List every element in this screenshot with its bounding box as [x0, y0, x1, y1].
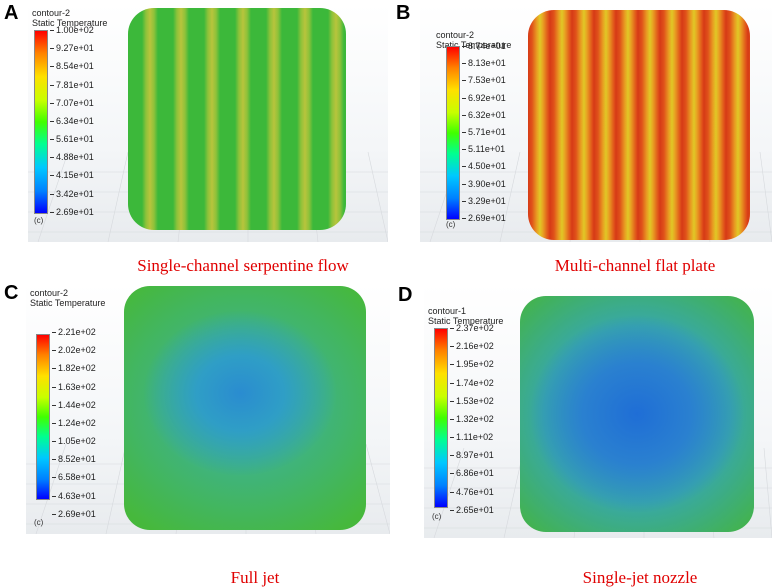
- panel-caption: Single-jet nozzle: [582, 568, 698, 587]
- tick-label: 9.27e+01: [50, 43, 94, 53]
- tick-label: 6.34e+01: [50, 116, 94, 126]
- tick-label: 5.71e+01: [462, 127, 506, 137]
- legend-contour-name: contour-2: [436, 30, 475, 40]
- tick-label: 2.69e+01: [462, 213, 506, 223]
- tick-label: 7.81e+01: [50, 80, 94, 90]
- colorbar: [36, 334, 50, 500]
- tick-label: 1.63e+02: [52, 382, 96, 392]
- legend-variable-name: Static Temperature: [32, 18, 108, 28]
- panel-letter: C: [4, 282, 19, 304]
- panel-caption: Multi-channel flat plate: [554, 256, 716, 275]
- tick-label: 8.52e+01: [52, 454, 96, 464]
- tick-label: 4.63e+01: [52, 491, 96, 501]
- tick-label: 2.16e+02: [450, 341, 494, 351]
- colorbar: [446, 46, 460, 220]
- colorbar: [34, 30, 48, 214]
- panel-c: C contour-2 Static Temperature 2.21e+02 …: [0, 282, 390, 587]
- legend-contour-name: contour-2: [32, 8, 71, 18]
- tick-label: 1.53e+02: [450, 396, 494, 406]
- tick-label: 5.61e+01: [50, 134, 94, 144]
- tick-label: 6.58e+01: [52, 472, 96, 482]
- tick-label: 2.21e+02: [52, 327, 96, 337]
- temperature-plate: [520, 296, 754, 532]
- tick-label: 4.76e+01: [450, 487, 494, 497]
- panel-letter: A: [4, 2, 19, 24]
- tick-label: 1.82e+02: [52, 363, 96, 373]
- temperature-plate: [528, 10, 750, 240]
- tick-label: 1.24e+02: [52, 418, 96, 428]
- colorbar: [434, 328, 448, 508]
- tick-label: 4.88e+01: [50, 152, 94, 162]
- tick-label: 1.05e+02: [52, 436, 96, 446]
- legend-variable-name: Static Temperature: [436, 40, 512, 50]
- color-legend: contour-2 Static Temperature: [436, 30, 511, 50]
- tick-label: 6.32e+01: [462, 110, 506, 120]
- tick-label: 1.44e+02: [52, 400, 96, 410]
- tick-label: 2.69e+01: [50, 207, 94, 217]
- tick-label: 1.74e+02: [450, 378, 494, 388]
- panel-b: B contour-2 Static Temperature 8.74e+01 …: [390, 0, 775, 290]
- tick-label: 2.65e+01: [450, 505, 494, 515]
- legend-variable-name: Static Temperature: [428, 316, 504, 326]
- temperature-plate: [124, 286, 366, 530]
- color-legend: contour-2 Static Temperature: [32, 8, 107, 28]
- tick-label: 1.11e+02: [449, 432, 494, 442]
- tick-label: 8.97e+01: [450, 450, 494, 460]
- tick-label: 8.74e+01: [462, 41, 506, 51]
- legend-contour-name: contour-1: [428, 306, 467, 316]
- tick-label: 6.92e+01: [462, 93, 506, 103]
- panel-a: A contour-2 Static Temperature 1.00e+02 …: [0, 0, 390, 290]
- legend-variable-name: Static Temperature: [30, 298, 106, 308]
- legend-contour-name: contour-2: [30, 288, 69, 298]
- color-legend: contour-2 Static Temperature: [30, 288, 105, 308]
- tick-label: 1.95e+02: [450, 359, 494, 369]
- tick-label: 2.37e+02: [450, 323, 494, 333]
- tick-label: 1.00e+02: [50, 25, 94, 35]
- tick-label: 2.02e+02: [52, 345, 96, 355]
- tick-label: 4.50e+01: [462, 161, 506, 171]
- tick-label: 2.69e+01: [52, 509, 96, 519]
- tick-label: 5.11e+01: [461, 144, 506, 154]
- tick-label: 7.53e+01: [462, 75, 506, 85]
- tick-label: 3.90e+01: [462, 179, 506, 189]
- tick-label: 8.54e+01: [50, 61, 94, 71]
- tick-label: 3.42e+01: [50, 189, 94, 199]
- panel-caption: Full jet: [230, 568, 280, 587]
- temperature-plate: [128, 8, 346, 230]
- panel-d: D contour-1 Static Temperature 2.37e+02 …: [390, 282, 775, 587]
- panel-letter: B: [396, 2, 411, 24]
- unit-label: (c): [446, 220, 456, 229]
- tick-label: 7.07e+01: [50, 98, 94, 108]
- tick-label: 8.13e+01: [462, 58, 506, 68]
- panel-letter: D: [398, 284, 413, 306]
- tick-label: 3.29e+01: [462, 196, 506, 206]
- tick-label: 4.15e+01: [50, 170, 94, 180]
- panel-caption: Single-channel serpentine flow: [137, 256, 349, 275]
- unit-label: (c): [432, 512, 442, 521]
- unit-label: (c): [34, 518, 44, 527]
- color-legend: contour-1 Static Temperature: [428, 306, 503, 326]
- tick-label: 1.32e+02: [450, 414, 494, 424]
- tick-label: 6.86e+01: [450, 468, 494, 478]
- unit-label: (c): [34, 216, 44, 225]
